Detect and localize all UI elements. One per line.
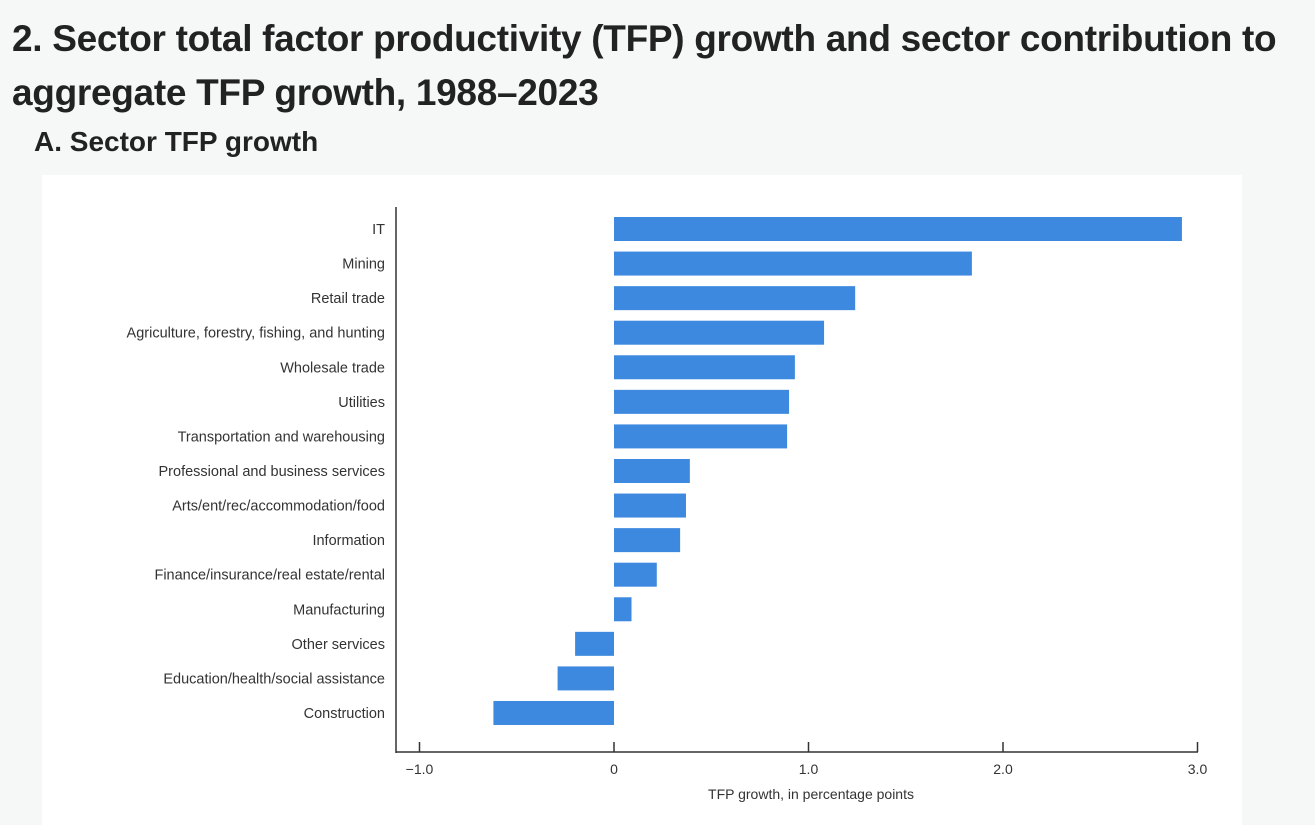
bar — [614, 597, 632, 622]
x-tick-label: 1.0 — [799, 761, 819, 777]
bar — [557, 666, 614, 691]
bar — [614, 251, 972, 276]
bar — [493, 700, 614, 725]
bar — [614, 458, 690, 483]
category-label: Construction — [304, 706, 385, 722]
bar — [575, 631, 614, 656]
bar — [614, 286, 856, 311]
figure-title: 2. Sector total factor productivity (TFP… — [12, 18, 1277, 113]
bar — [614, 528, 681, 553]
category-label: Mining — [342, 257, 385, 273]
chart-title: A. Sector TFP growth — [34, 126, 319, 157]
bar — [614, 320, 825, 345]
bar — [614, 217, 1182, 241]
category-label: Finance/insurance/real estate/rental — [154, 568, 385, 584]
category-label: Education/health/social assistance — [163, 671, 385, 687]
x-tick-label: 2.0 — [993, 761, 1013, 777]
x-tick-label: 0 — [610, 761, 618, 777]
category-label: IT — [372, 222, 385, 238]
x-tick-label: 3.0 — [1188, 761, 1208, 777]
category-label: Arts/ent/rec/accommodation/food — [172, 499, 385, 515]
bar — [614, 389, 790, 414]
bar — [614, 562, 657, 587]
category-label: Wholesale trade — [280, 360, 385, 376]
category-label: Retail trade — [311, 291, 385, 307]
category-label: Professional and business services — [159, 464, 385, 480]
category-label: Other services — [292, 637, 385, 653]
category-label: Information — [312, 533, 385, 549]
category-label: Manufacturing — [293, 602, 385, 618]
category-label: Utilities — [338, 395, 385, 411]
bar — [614, 355, 795, 380]
x-axis-label: TFP growth, in percentage points — [708, 786, 914, 802]
x-tick-label: −1.0 — [406, 761, 434, 777]
category-label: Transportation and warehousing — [178, 429, 385, 445]
bar — [614, 424, 788, 449]
category-label: Agriculture, forestry, fishing, and hunt… — [127, 326, 385, 342]
bar — [614, 493, 686, 518]
